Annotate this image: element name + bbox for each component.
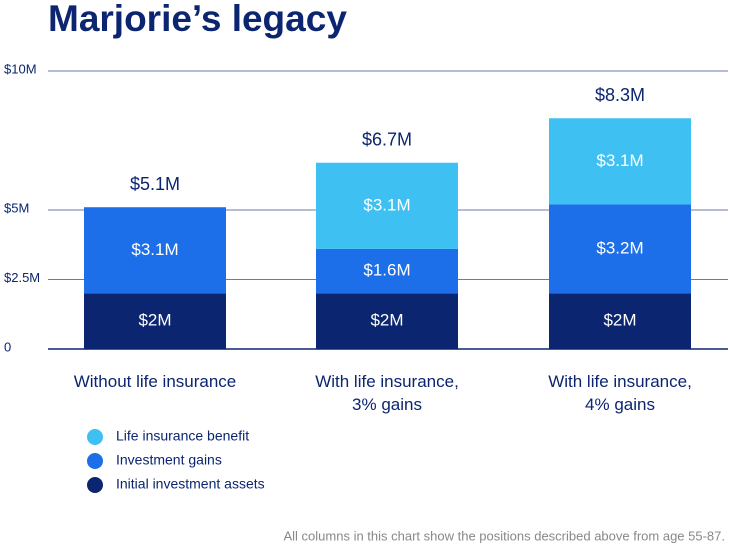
x-tick-label: Without life insurance (73, 372, 237, 391)
bar-segment (316, 248, 458, 294)
legend-swatch (87, 453, 103, 469)
legend-label: Initial investment assets (116, 476, 265, 492)
value-label: $3.1M (363, 195, 410, 214)
bar-segment (316, 162, 458, 249)
y-tick-label: $10M (4, 61, 37, 76)
value-label: $3.1M (596, 151, 643, 170)
bar-segment (84, 207, 226, 294)
total-label: $6.7M (362, 129, 412, 149)
bar-segment (549, 293, 691, 349)
total-label: $8.3M (595, 85, 645, 105)
x-tick-label: With life insurance, 3% gains (315, 372, 459, 414)
value-label: $2M (138, 311, 171, 330)
value-label: $2M (370, 311, 403, 330)
legend-swatch (87, 429, 103, 445)
legend-swatch (87, 477, 103, 493)
chart-title: Marjorie’s legacy (48, 0, 347, 39)
y-tick-label: $5M (4, 200, 29, 215)
value-label: $1.6M (363, 261, 410, 280)
y-tick-label: 0 (4, 339, 11, 354)
value-label: $3.1M (131, 240, 178, 259)
footnote: All columns in this chart show the posit… (283, 528, 725, 543)
bar-segment (549, 204, 691, 294)
value-label: $2M (603, 311, 636, 330)
bar-segment (84, 293, 226, 349)
y-tick-label: $2.5M (4, 270, 40, 285)
legend-label: Life insurance benefit (116, 428, 249, 444)
bar-segment (549, 118, 691, 205)
bar-segment (316, 293, 458, 349)
x-tick-label: With life insurance, 4% gains (548, 372, 692, 414)
legend-label: Investment gains (116, 452, 222, 468)
value-label: $3.2M (596, 238, 643, 257)
total-label: $5.1M (130, 174, 180, 194)
